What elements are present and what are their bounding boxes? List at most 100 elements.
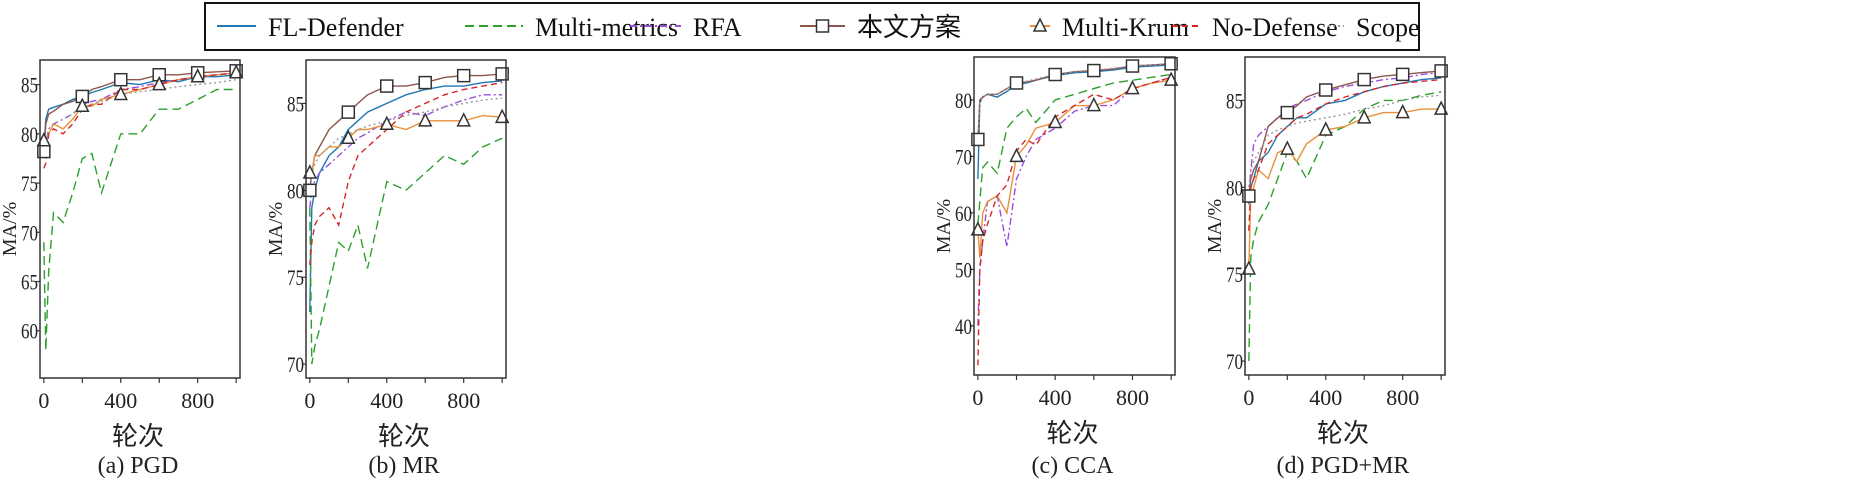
legend-label: 本文方案 [857, 13, 961, 42]
series-line-RFA [1248, 71, 1442, 197]
plot-frame [39, 59, 241, 379]
legend-marker-triangle [1032, 17, 1048, 32]
subplot-caption: (c) CCA [1032, 453, 1115, 479]
series-line-Multi-Krum [309, 114, 503, 174]
y-axis-label: MA/% [1204, 199, 1226, 253]
data-marker-triangle [75, 97, 90, 113]
y-tick-label: 80 [1226, 175, 1243, 200]
data-marker-triangle [341, 129, 356, 144]
series-line-Multi-Krum [43, 72, 237, 142]
data-marker-triangle [1009, 147, 1024, 163]
x-tick-label: 800 [447, 388, 480, 413]
series-line-本文方案 [1248, 70, 1442, 197]
y-tick-label: 75 [287, 265, 304, 290]
data-marker-square [1125, 59, 1140, 73]
legend-label: No-Defense [1212, 13, 1338, 42]
series-line-Multi-metrics [309, 137, 503, 365]
y-axis-label: MA/% [265, 202, 287, 256]
series-line-No-Defense [309, 81, 503, 266]
subplot-0: 0 400 800 60 65 70 75 80 85 轮次(a) PGD MA/% [0, 59, 244, 479]
data-marker-triangle [418, 112, 433, 127]
series-line-本文方案 [309, 73, 503, 191]
legend-marker-square [815, 19, 830, 33]
data-marker-square [1087, 63, 1101, 78]
data-marker-triangle [190, 68, 205, 83]
data-marker-triangle [228, 64, 244, 79]
data-marker-triangle [152, 75, 167, 91]
legend-label: FL-Defender [268, 13, 404, 42]
y-tick-label: 75 [21, 171, 38, 196]
data-marker-square [971, 132, 985, 147]
legend-label: Multi-metrics [535, 13, 678, 42]
series-line-No-Defense [43, 72, 237, 169]
y-axis-label: MA/% [933, 199, 955, 253]
data-marker-square [1009, 76, 1024, 90]
x-tick-label: 0 [38, 388, 49, 413]
data-marker-square [1319, 83, 1333, 97]
data-marker-triangle [1433, 100, 1449, 115]
plot-frame [973, 56, 1176, 376]
data-marker-square [1434, 64, 1448, 78]
legend-label: RFA [693, 13, 742, 42]
data-marker-square [1280, 105, 1295, 120]
series-line-RFA [309, 94, 503, 208]
y-tick-label: 75 [1226, 262, 1243, 287]
data-marker-triangle [1241, 260, 1257, 275]
x-axis-label: 轮次 [1317, 419, 1369, 448]
series-line-Multi-metrics [43, 88, 237, 351]
series-line-Multi-Krum [977, 79, 1172, 259]
y-tick-label: 40 [955, 314, 972, 339]
data-marker-triangle [379, 115, 394, 131]
x-tick-label: 800 [1386, 385, 1419, 410]
data-marker-triangle [970, 221, 986, 236]
x-tick-label: 0 [972, 385, 983, 410]
series-line-Scope [1248, 94, 1442, 188]
subplot-1: 0 400 800 70 75 80 85 轮次(b) MR MA/% [265, 59, 510, 479]
series-line-FL-Defender [43, 74, 237, 154]
x-tick-label: 400 [104, 388, 137, 413]
y-tick-label: 60 [21, 319, 38, 344]
data-marker-triangle [1318, 121, 1333, 136]
y-tick-label: 70 [955, 144, 972, 169]
subplot-caption: (b) MR [368, 453, 439, 479]
data-marker-triangle [1395, 103, 1410, 119]
y-tick-label: 70 [1226, 349, 1243, 374]
y-tick-label: 50 [955, 257, 972, 282]
x-tick-label: 400 [1039, 385, 1072, 410]
y-tick-label: 80 [955, 88, 972, 113]
y-tick-label: 70 [21, 220, 38, 245]
data-marker-square [341, 105, 356, 119]
legend: FL-Defender Multi-metrics RFA 本文方案 Multi-Kru… [204, 2, 1420, 51]
x-tick-label: 0 [1243, 385, 1254, 410]
series-line-Multi-Krum [1248, 108, 1442, 270]
data-marker-square [495, 67, 509, 81]
data-marker-square [1164, 57, 1178, 71]
data-marker-triangle [1280, 140, 1295, 155]
subplot-3: 0 400 800 70 75 80 85 轮次 (d) PGD+MR MA/% [1204, 56, 1449, 479]
subplot-2: 0 400 800 40 50 60 70 80 轮次 (c) CCA MA/% [933, 56, 1179, 479]
y-tick-label: 80 [287, 178, 304, 203]
series-line-No-Defense [1248, 78, 1442, 231]
data-marker-triangle [1125, 79, 1140, 95]
data-marker-triangle [113, 85, 128, 101]
data-marker-square [1357, 72, 1371, 87]
x-axis-label: 轮次 [378, 422, 430, 451]
data-marker-triangle [494, 108, 510, 124]
series-line-Multi-metrics [1248, 91, 1442, 362]
legend-label: Multi-Krum [1062, 13, 1189, 42]
y-tick-label: 85 [21, 73, 38, 98]
x-tick-label: 400 [1309, 385, 1342, 410]
series-line-No-Defense [977, 76, 1172, 366]
data-marker-triangle [1163, 71, 1179, 86]
plot-frame [1244, 56, 1446, 376]
subplot-caption: (a) PGD [98, 453, 179, 479]
x-tick-label: 0 [304, 388, 315, 413]
y-tick-label: 60 [955, 201, 972, 226]
series-line-RFA [977, 76, 1172, 326]
series-line-Scope [309, 97, 503, 191]
data-marker-triangle [36, 132, 52, 147]
data-marker-square [1242, 189, 1256, 203]
series-line-Multi-metrics [977, 73, 1172, 225]
data-marker-triangle [1086, 96, 1102, 112]
